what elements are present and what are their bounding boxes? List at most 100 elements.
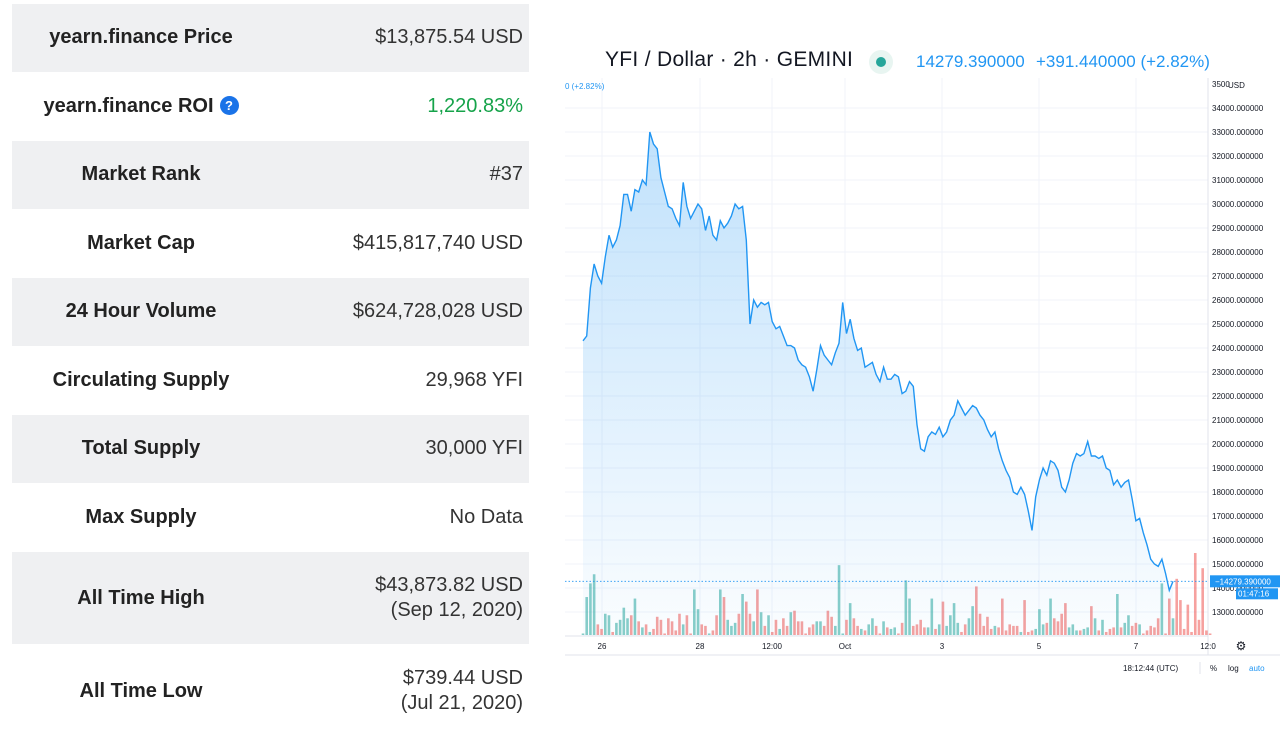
chart-last-price: 14279.390000: [916, 52, 1025, 71]
stat-label: Market Cap: [12, 232, 270, 255]
x-tick-label: 5: [1037, 642, 1042, 651]
stat-value-text: No Data: [449, 505, 523, 528]
stat-value-text: 30,000 YFI: [425, 437, 523, 460]
stat-label: All Time High: [12, 587, 270, 610]
stat-label-text: Market Rank: [81, 163, 201, 186]
stat-value: #37: [270, 162, 529, 187]
auto-scale-button[interactable]: auto: [1249, 664, 1265, 673]
y-tick-label: 16000.000000: [1212, 536, 1264, 545]
stat-value: $739.44 USD (Jul 21, 2020): [270, 666, 529, 716]
stat-label: 24 Hour Volume: [12, 300, 270, 323]
stat-value: No Data: [270, 505, 529, 530]
stat-row: Market Cap $415,817,740 USD: [12, 210, 529, 278]
volume-bar: [1175, 578, 1179, 635]
stat-value: $43,873.82 USD (Sep 12, 2020): [270, 573, 529, 623]
stat-label: Total Supply: [12, 437, 270, 460]
stat-row: Market Rank #37: [12, 141, 529, 210]
stat-label-text: Circulating Supply: [52, 368, 230, 391]
stat-row: yearn.finance Price $13,875.54 USD: [12, 4, 529, 73]
x-tick-label: 12:00: [762, 642, 783, 651]
price-tag-text: −14279.390000: [1215, 577, 1271, 586]
stat-row: 24 Hour Volume $624,728,028 USD: [12, 278, 529, 347]
x-tick-label: 3: [940, 642, 945, 651]
stat-label: All Time Low: [12, 680, 270, 703]
chart-header: YFI / Dollar · 2h · GEMINI 14279.390000 …: [560, 42, 1280, 82]
chart-clock: 18:12:44 (UTC): [1123, 664, 1178, 673]
price-tag-bg: [1210, 575, 1280, 588]
stat-value-date: (Sep 12, 2020): [390, 599, 523, 621]
y-tick-label: 15000.000000: [1212, 560, 1264, 569]
volume-bar: [1186, 604, 1190, 635]
y-tick-label: 18000.000000: [1212, 488, 1264, 497]
mini-change-text: 0 (+2.82%): [565, 82, 605, 91]
stat-value-text: $739.44 USD: [402, 667, 523, 689]
stat-value: $624,728,028 USD: [270, 299, 529, 324]
y-tick-label: 34000.000000: [1212, 104, 1264, 113]
stat-row: Circulating Supply 29,968 YFI: [12, 347, 529, 415]
y-tick-label: 29000.000000: [1212, 224, 1264, 233]
y-tick-label: 17000.000000: [1212, 512, 1264, 521]
x-tick-label: 7: [1134, 642, 1139, 651]
stat-value-text: $624,728,028 USD: [352, 300, 523, 323]
stats-table: yearn.finance Price $13,875.54 USD yearn.f…: [12, 4, 529, 738]
price-chart[interactable]: 13000.00000014000.00000015000.0000001600…: [560, 0, 1280, 720]
stat-row: All Time Low $739.44 USD (Jul 21, 2020): [12, 645, 529, 738]
stat-value: $415,817,740 USD: [270, 231, 529, 256]
volume-bar: [1205, 630, 1208, 635]
stat-label: Circulating Supply: [12, 369, 270, 392]
stat-value: $13,875.54 USD: [270, 25, 529, 50]
y-tick-label: 19000.000000: [1212, 464, 1264, 473]
stat-label: yearn.finance ROI?: [12, 95, 270, 118]
stat-row: All Time High $43,873.82 USD (Sep 12, 2020…: [12, 552, 529, 645]
y-tick-label: 20000.000000: [1212, 440, 1264, 449]
y-tick-label: 21000.000000: [1212, 416, 1264, 425]
question-circle-icon[interactable]: ?: [219, 95, 239, 115]
stat-label-text: Total Supply: [81, 437, 201, 460]
stat-value: 1,220.83%: [270, 94, 529, 119]
stat-value-text: #37: [489, 163, 523, 186]
stat-value-text: 29,968 YFI: [425, 368, 523, 391]
price-area: [583, 132, 1173, 636]
volume-bar: [1208, 633, 1212, 635]
stat-label-text: Max Supply: [85, 505, 197, 528]
currency-label: USD: [1228, 81, 1245, 90]
price-chart-panel: 13000.00000014000.00000015000.0000001600…: [560, 0, 1280, 720]
market-status-icon: [869, 50, 893, 74]
countdown-text: 01:47:16: [1238, 589, 1270, 598]
stat-value-date: (Jul 21, 2020): [400, 692, 523, 714]
volume-bar: [1179, 600, 1182, 635]
y-tick-label: 28000.000000: [1212, 248, 1264, 257]
stat-label: Market Rank: [12, 163, 270, 186]
y-tick-label: 27000.000000: [1212, 272, 1264, 281]
y-tick-label: 31000.000000: [1212, 176, 1264, 185]
gear-icon[interactable]: ⚙: [1236, 639, 1247, 653]
stat-value-text: $415,817,740 USD: [352, 231, 523, 254]
y-tick-label: 25000.000000: [1212, 320, 1264, 329]
stat-row: Total Supply 30,000 YFI: [12, 415, 529, 484]
x-tick-label: 26: [598, 642, 607, 651]
volume-bar: [1193, 553, 1197, 635]
chart-price-change: +391.440000 (+2.82%): [1036, 52, 1210, 71]
stat-label-text: All Time High: [77, 586, 205, 609]
stat-value-text: 1,220.83%: [427, 94, 523, 117]
stat-row: yearn.finance ROI? 1,220.83%: [12, 73, 529, 141]
stat-label-text: All Time Low: [79, 679, 203, 702]
y-tick-label: 22000.000000: [1212, 392, 1264, 401]
stat-label-text: yearn.finance ROI: [43, 94, 214, 117]
log-scale-button[interactable]: log: [1228, 664, 1239, 673]
stat-value-text: $13,875.54 USD: [375, 26, 523, 49]
x-tick-label: 28: [696, 642, 705, 651]
x-tick-label: Oct: [839, 642, 852, 651]
y-tick-label: 32000.000000: [1212, 152, 1264, 161]
stat-label-text: 24 Hour Volume: [65, 300, 217, 323]
stat-value: 30,000 YFI: [270, 436, 529, 461]
y-tick-label: 24000.000000: [1212, 344, 1264, 353]
stat-row: Max Supply No Data: [12, 484, 529, 552]
stat-value: 29,968 YFI: [270, 368, 529, 393]
percent-scale-button[interactable]: %: [1210, 664, 1217, 673]
volume-bar: [1201, 568, 1204, 635]
volume-bar: [1190, 631, 1193, 635]
countdown-bg: [1236, 588, 1278, 600]
y-tick-label: 3500: [1212, 80, 1230, 89]
volume-bar: [1182, 628, 1186, 635]
